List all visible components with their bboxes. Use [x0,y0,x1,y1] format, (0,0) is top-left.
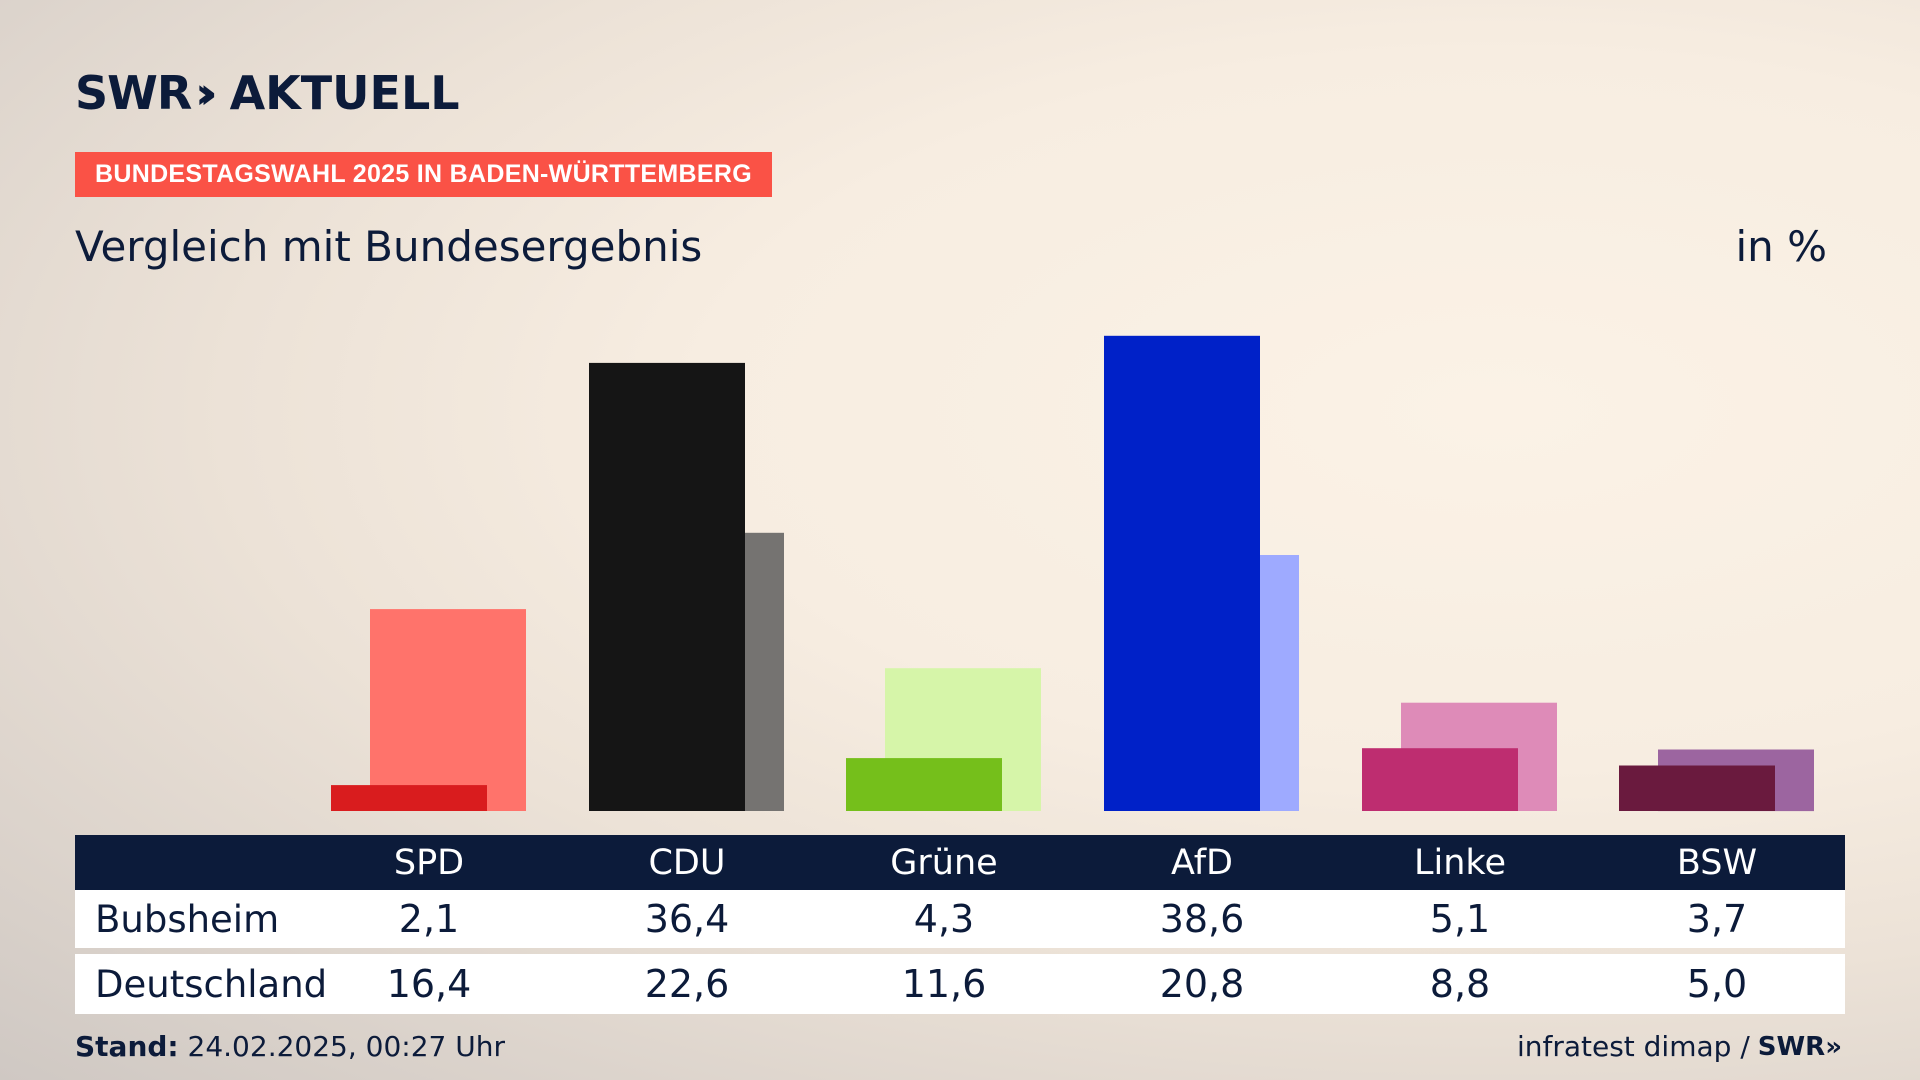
unit-label: in % [1735,222,1827,271]
category-label: AfD [1171,842,1233,883]
stand-label: Stand: [75,1030,179,1063]
value-cell: 8,8 [1429,962,1491,1006]
product-name: AKTUELL [229,66,460,120]
value-cell: 3,7 [1686,897,1748,941]
timestamp: Stand: 24.02.2025, 00:27 Uhr [75,1030,505,1063]
value-cell: 2,1 [398,897,460,941]
source-credit: infratest dimap / SWR» [1517,1030,1842,1063]
table-header: SPD CDU Grüne AfD Linke BSW [75,835,1845,890]
value-cell: 5,0 [1686,962,1748,1006]
bar-bubsheim-afd [1104,335,1260,811]
bar-bubsheim-bsw [1619,765,1775,811]
category-label: Grüne [890,842,998,883]
swr-logo-text: SWR [75,66,192,120]
bar-bubsheim-spd [331,785,487,811]
bar-bubsheim-linke [1362,748,1518,811]
value-cell: 20,8 [1159,962,1245,1006]
swr-small-logo: SWR» [1757,1031,1842,1062]
bar-bubsheim-grne [846,758,1002,811]
swr-aktuell-logo: SWR ›› AKTUELL [75,66,460,120]
category-label: BSW [1676,842,1758,883]
value-cell: 16,4 [386,962,472,1006]
value-cell: 38,6 [1159,897,1245,941]
category-label: SPD [393,842,465,883]
table-row: Deutschland 16,4 22,6 11,6 20,8 8,8 5,0 [75,954,1845,1014]
table-row: Bubsheim 2,1 36,4 4,3 38,6 5,1 3,7 [75,890,1845,948]
row-label: Bubsheim [95,897,280,941]
value-cell: 4,3 [913,897,975,941]
stand-value: 24.02.2025, 00:27 Uhr [187,1030,505,1063]
category-label: Linke [1414,842,1506,883]
category-label: CDU [648,842,726,883]
value-cell: 22,6 [644,962,730,1006]
row-label: Deutschland [95,962,328,1006]
value-cell: 11,6 [901,962,987,1006]
source-text: infratest dimap / [1516,1030,1750,1063]
results-table: SPD CDU Grüne AfD Linke BSW Bubsheim 2,1 36,4 4… [75,835,1845,1014]
bar-bubsheim-cdu [589,362,745,811]
chart-subtitle: Vergleich mit Bundesergebnis [75,222,703,271]
value-cell: 5,1 [1429,897,1491,941]
election-banner: BUNDESTAGSWAHL 2025 IN BADEN-WÜRTTEMBERG [75,152,772,197]
bar-deutschland-spd [370,609,526,811]
value-cell: 36,4 [644,897,730,941]
